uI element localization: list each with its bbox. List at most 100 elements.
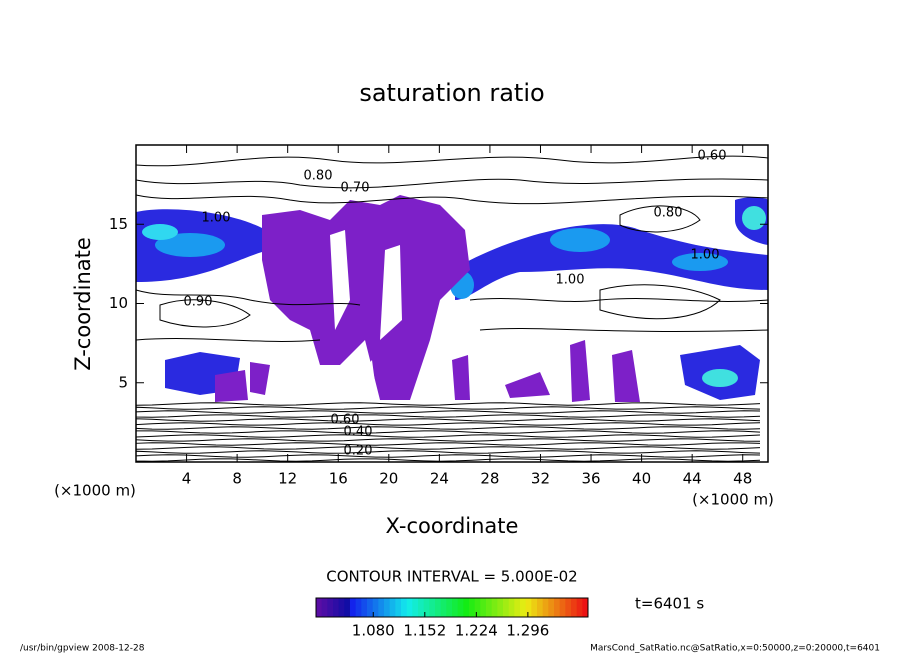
colorbar-cell	[395, 598, 402, 617]
colorbar-frame	[315, 597, 589, 618]
colorbar-cell	[508, 598, 515, 617]
colorbar-cell	[548, 598, 555, 617]
colorbar-cell	[559, 598, 566, 617]
colorbar-cell	[384, 598, 391, 617]
colorbar-cell	[344, 598, 351, 617]
contour-label: 0.60	[698, 149, 727, 164]
x-tick-label: 36	[581, 470, 600, 488]
shade-region	[455, 224, 768, 300]
contour-line	[135, 434, 761, 438]
x-tick-label: 20	[379, 470, 398, 488]
colorbar-cell	[412, 598, 419, 617]
contour-interval: CONTOUR INTERVAL = 5.000E-02	[326, 568, 577, 586]
x-axis-title: X-coordinate	[386, 514, 519, 538]
contour-line	[135, 410, 761, 414]
colorbar-cell	[565, 598, 572, 617]
contour-line	[135, 442, 761, 446]
colorbar-cell	[497, 598, 504, 617]
contours-low	[135, 402, 761, 462]
colorbar-cell	[571, 598, 578, 617]
x-tick-label: 24	[430, 470, 449, 488]
colorbar-cell	[406, 598, 413, 617]
colorbar-cell	[389, 598, 396, 617]
colorbar-cell	[520, 598, 527, 617]
contour-line	[135, 418, 761, 422]
contour-line	[135, 438, 761, 442]
colorbar-cell	[429, 598, 436, 617]
colorbar-cell	[554, 598, 561, 617]
shade-region	[452, 340, 640, 402]
shade-region	[672, 253, 728, 271]
contours	[135, 155, 769, 342]
colorbar-cell	[576, 598, 583, 617]
colorbar-cell	[367, 598, 374, 617]
shade-region	[262, 195, 470, 400]
x-tick-label: 48	[733, 470, 752, 488]
colorbar-cell	[355, 598, 362, 617]
colorbar-cell	[503, 598, 510, 617]
contour-label: 1.00	[556, 273, 585, 288]
contour-line	[135, 450, 761, 454]
colorbar-cell	[452, 598, 459, 617]
colorbar-cell	[531, 598, 538, 617]
contour-line	[135, 426, 761, 430]
y-tick-label: 10	[109, 294, 128, 312]
footer-right: MarsCond_SatRatio.nc@SatRatio,x=0:50000,…	[590, 644, 880, 654]
contour-label: 0.40	[344, 425, 373, 440]
colorbar-cell	[435, 598, 442, 617]
x-tick-label: 12	[278, 470, 297, 488]
contour-line	[135, 422, 761, 426]
x-tick-label: 16	[329, 470, 348, 488]
colorbar-tick-label: 1.224	[455, 622, 498, 640]
colorbar-cell	[480, 598, 487, 617]
shade-hole	[330, 230, 402, 405]
contour-line	[135, 414, 761, 418]
colorbar-cell	[582, 598, 589, 617]
contour-label: 1.00	[202, 211, 231, 226]
contour-label: 0.70	[341, 181, 370, 196]
shade-region	[550, 228, 610, 252]
colorbar-cell	[542, 598, 549, 617]
colorbar-tick-label: 1.152	[403, 622, 446, 640]
contour-line	[135, 454, 761, 458]
colorbar-cell	[327, 598, 334, 617]
colorbar-cell	[321, 598, 328, 617]
y-unit-label: (×1000 m)	[692, 491, 774, 509]
contour-label: 0.90	[184, 295, 213, 310]
colorbar-cell	[469, 598, 476, 617]
time-label: t=6401 s	[635, 595, 704, 613]
colorbar: 1.080 1.152 1.224 1.296	[315, 597, 589, 640]
x-tick-label: 44	[683, 470, 702, 488]
colorbar-cell	[440, 598, 447, 617]
colorbar-cell	[463, 598, 470, 617]
colorbar-cell	[378, 598, 385, 617]
contour-label: 0.80	[304, 169, 333, 184]
contour-label: 0.20	[344, 444, 373, 459]
colorbar-cell	[338, 598, 345, 617]
colorbar-cell	[514, 598, 521, 617]
contour-label: 1.00	[691, 248, 720, 263]
y-tick-label: 15	[109, 215, 128, 233]
x-tick-label: 32	[531, 470, 550, 488]
colorbar-tick-label: 1.296	[506, 622, 549, 640]
colorbar-cell	[350, 598, 357, 617]
x-unit-label: (×1000 m)	[54, 482, 136, 500]
colorbar-cell	[418, 598, 425, 617]
colorbar-cell	[316, 598, 323, 617]
contour-line	[135, 430, 761, 434]
shade-region	[155, 233, 225, 257]
colorbar-cell	[457, 598, 464, 617]
colorbar-cell	[537, 598, 544, 617]
shade-region	[742, 206, 766, 230]
footer-left: /usr/bin/gpview 2008-12-28	[20, 644, 145, 654]
colorbar-cell	[491, 598, 498, 617]
colorbar-cell	[525, 598, 532, 617]
colorbar-tick-label: 1.080	[352, 622, 395, 640]
colorbar-cell	[446, 598, 453, 617]
shading	[136, 195, 768, 405]
x-tick-label: 40	[632, 470, 651, 488]
chart-title: saturation ratio	[359, 79, 544, 107]
x-tick-label: 8	[232, 470, 242, 488]
